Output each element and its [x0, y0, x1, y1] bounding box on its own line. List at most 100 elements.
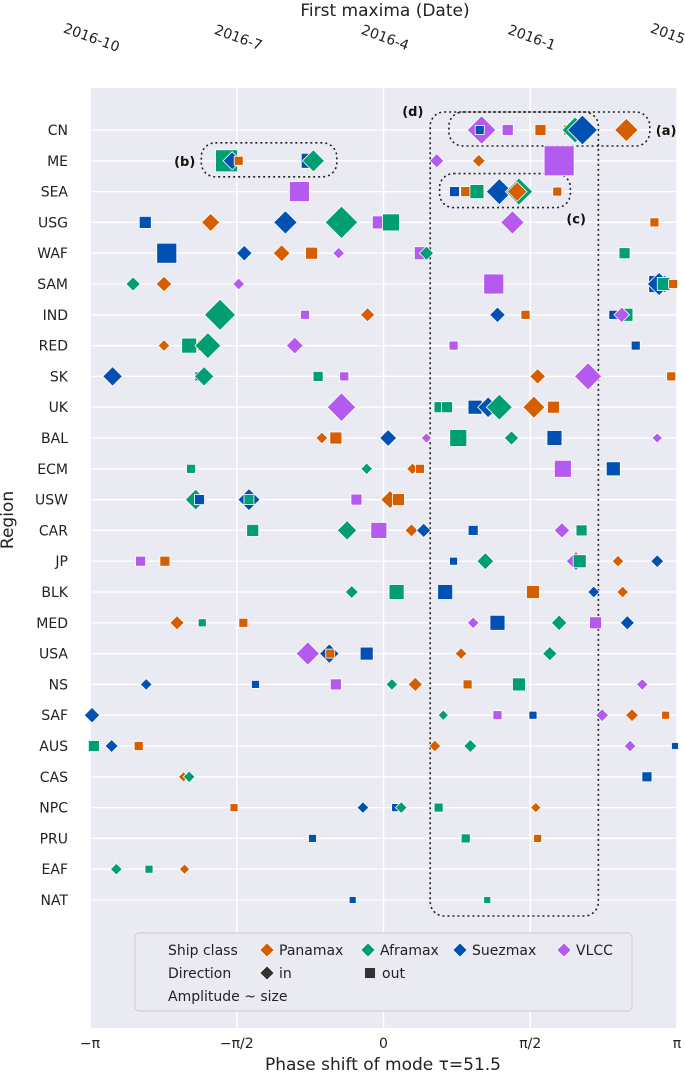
- top-tick-1: 2016-7: [212, 22, 264, 54]
- point-eaf-panamax-in-173: [178, 863, 191, 875]
- point-pru-suezmax-out-168: [308, 834, 317, 843]
- point-usg-vlcc-in-31: [500, 210, 525, 235]
- point-car-vlcc-in-107: [553, 522, 571, 539]
- point-car-aframax-out-108: [575, 524, 588, 537]
- point-med-aframax-out-124: [197, 618, 207, 628]
- point-sk-vlcc-out-68: [339, 371, 350, 382]
- point-med-panamax-in-123: [169, 615, 185, 631]
- region-label-waf: WAF: [37, 246, 68, 262]
- point-eaf-aframax-in-171: [109, 862, 123, 876]
- region-label-aus: AUS: [39, 739, 68, 755]
- bottom-tick-1: −π/2: [220, 1036, 254, 1052]
- point-usg-suezmax-out-25: [138, 215, 152, 229]
- data-points: [83, 114, 679, 904]
- point-uk-vlcc-in-72: [326, 392, 357, 423]
- point-jp-aframax-in-112: [476, 552, 495, 571]
- region-label-jp: JP: [54, 554, 68, 570]
- point-usa-suezmax-out-134: [359, 646, 374, 661]
- point-uk-aframax-in-77: [485, 393, 513, 421]
- point-ns-panamax-in-141: [407, 676, 423, 693]
- point-car-vlcc-out-103: [370, 522, 388, 539]
- point-cn-vlcc-out-2: [501, 124, 514, 136]
- point-med-aframax-in-128: [550, 614, 568, 632]
- point-car-aframax-out-101: [246, 524, 260, 537]
- annotation-box-3: [429, 111, 600, 917]
- annotation-label-1: (b): [174, 155, 195, 170]
- point-ecm-suezmax-out-93: [605, 461, 621, 477]
- region-label-cas: CAS: [40, 770, 68, 786]
- point-car-panamax-in-104: [404, 523, 419, 538]
- point-ecm-vlcc-out-92: [553, 459, 572, 478]
- point-saf-vlcc-out-147: [492, 710, 503, 721]
- point-saf-vlcc-in-149: [595, 708, 610, 723]
- point-red-suezmax-out-63: [630, 340, 641, 351]
- point-bal-suezmax-in-82: [379, 428, 398, 448]
- point-waf-suezmax-out-33: [156, 242, 178, 264]
- point-usg-panamax-in-26: [201, 212, 221, 233]
- point-usa-aframax-in-136: [542, 645, 558, 662]
- point-bal-aframax-in-85: [503, 430, 520, 446]
- point-sea-suezmax-in-21: [485, 178, 513, 206]
- point-cn-panamax-out-3: [534, 124, 547, 136]
- region-label-usw: USW: [35, 493, 68, 509]
- point-bal-suezmax-out-86: [546, 430, 563, 446]
- point-saf-suezmax-out-148: [528, 710, 538, 720]
- point-sam-vlcc-in-43: [232, 277, 246, 291]
- point-aus-vlcc-in-157: [623, 739, 637, 753]
- annotation-box-2: [438, 172, 572, 209]
- point-blk-aframax-out-118: [388, 584, 405, 600]
- top-tick-2: 2016-4: [359, 22, 411, 54]
- point-ecm-aframax-out-88: [186, 463, 196, 474]
- point-waf-panamax-out-36: [305, 246, 318, 260]
- point-sam-panamax-in-42: [155, 275, 173, 293]
- point-sk-vlcc-in-70: [573, 362, 603, 391]
- region-label-blk: BLK: [41, 585, 68, 601]
- region-label-sea: SEA: [41, 185, 69, 201]
- point-waf-suezmax-in-34: [235, 244, 253, 262]
- region-label-ind: IND: [43, 308, 68, 324]
- region-label-pru: PRU: [40, 831, 68, 847]
- point-aus-panamax-in-155: [428, 739, 442, 753]
- point-ind-suezmax-in-52: [489, 306, 506, 324]
- region-label-uk: UK: [49, 400, 69, 416]
- point-usw-panamax-out-100: [392, 493, 405, 507]
- point-med-vlcc-in-126: [466, 616, 480, 630]
- legend-marker-in: [259, 965, 275, 981]
- point-ecm-panamax-out-91: [415, 463, 425, 474]
- bottom-tick-3: π/2: [519, 1036, 541, 1052]
- x-axis-title: Phase shift of mode τ=51.5: [265, 1055, 501, 1075]
- point-jp-suezmax-out-111: [449, 556, 458, 566]
- point-jp-panamax-in-115: [611, 554, 625, 568]
- point-blk-panamax-out-120: [526, 585, 540, 599]
- point-usg-suezmax-in-27: [273, 210, 298, 235]
- top-tick-0: 2016-10: [61, 21, 121, 56]
- point-usg-aframax-in-28: [324, 205, 359, 240]
- point-aus-aframax-out-152: [87, 740, 100, 752]
- point-blk-aframax-in-117: [344, 584, 359, 600]
- legend-marker-vlcc: [556, 942, 572, 958]
- point-red-vlcc-in-61: [285, 336, 304, 355]
- point-usg-aframax-out-30: [382, 213, 400, 232]
- top-axis-title: First maxima (Date): [300, 1, 469, 21]
- point-me-vlcc-in-13: [429, 153, 445, 169]
- point-blk-suezmax-in-121: [587, 585, 601, 599]
- region-label-usg: USG: [38, 215, 68, 231]
- point-me-aframax-in-12: [301, 149, 326, 173]
- point-sk-panamax-out-71: [666, 371, 677, 382]
- legend-label-vlcc: VLCC: [576, 943, 613, 959]
- point-bal-panamax-out-81: [329, 431, 343, 445]
- point-car-aframax-in-102: [336, 520, 358, 541]
- point-aus-panamax-out-154: [133, 741, 144, 751]
- point-red-vlcc-out-62: [448, 340, 459, 351]
- annotation-label-3: (d): [402, 105, 423, 120]
- point-bal-vlcc-in-83: [420, 432, 433, 444]
- point-car-suezmax-out-106: [467, 525, 479, 536]
- point-uk-panamax-in-78: [522, 395, 546, 419]
- point-npc-panamax-in-167: [530, 801, 542, 814]
- point-me-vlcc-out-15: [543, 145, 575, 177]
- point-ns-vlcc-in-144: [635, 677, 649, 691]
- point-ns-aframax-in-140: [385, 677, 399, 691]
- legend-marker-out: [364, 967, 376, 979]
- point-waf-panamax-in-35: [272, 244, 291, 263]
- point-sk-aframax-in-66: [193, 366, 215, 387]
